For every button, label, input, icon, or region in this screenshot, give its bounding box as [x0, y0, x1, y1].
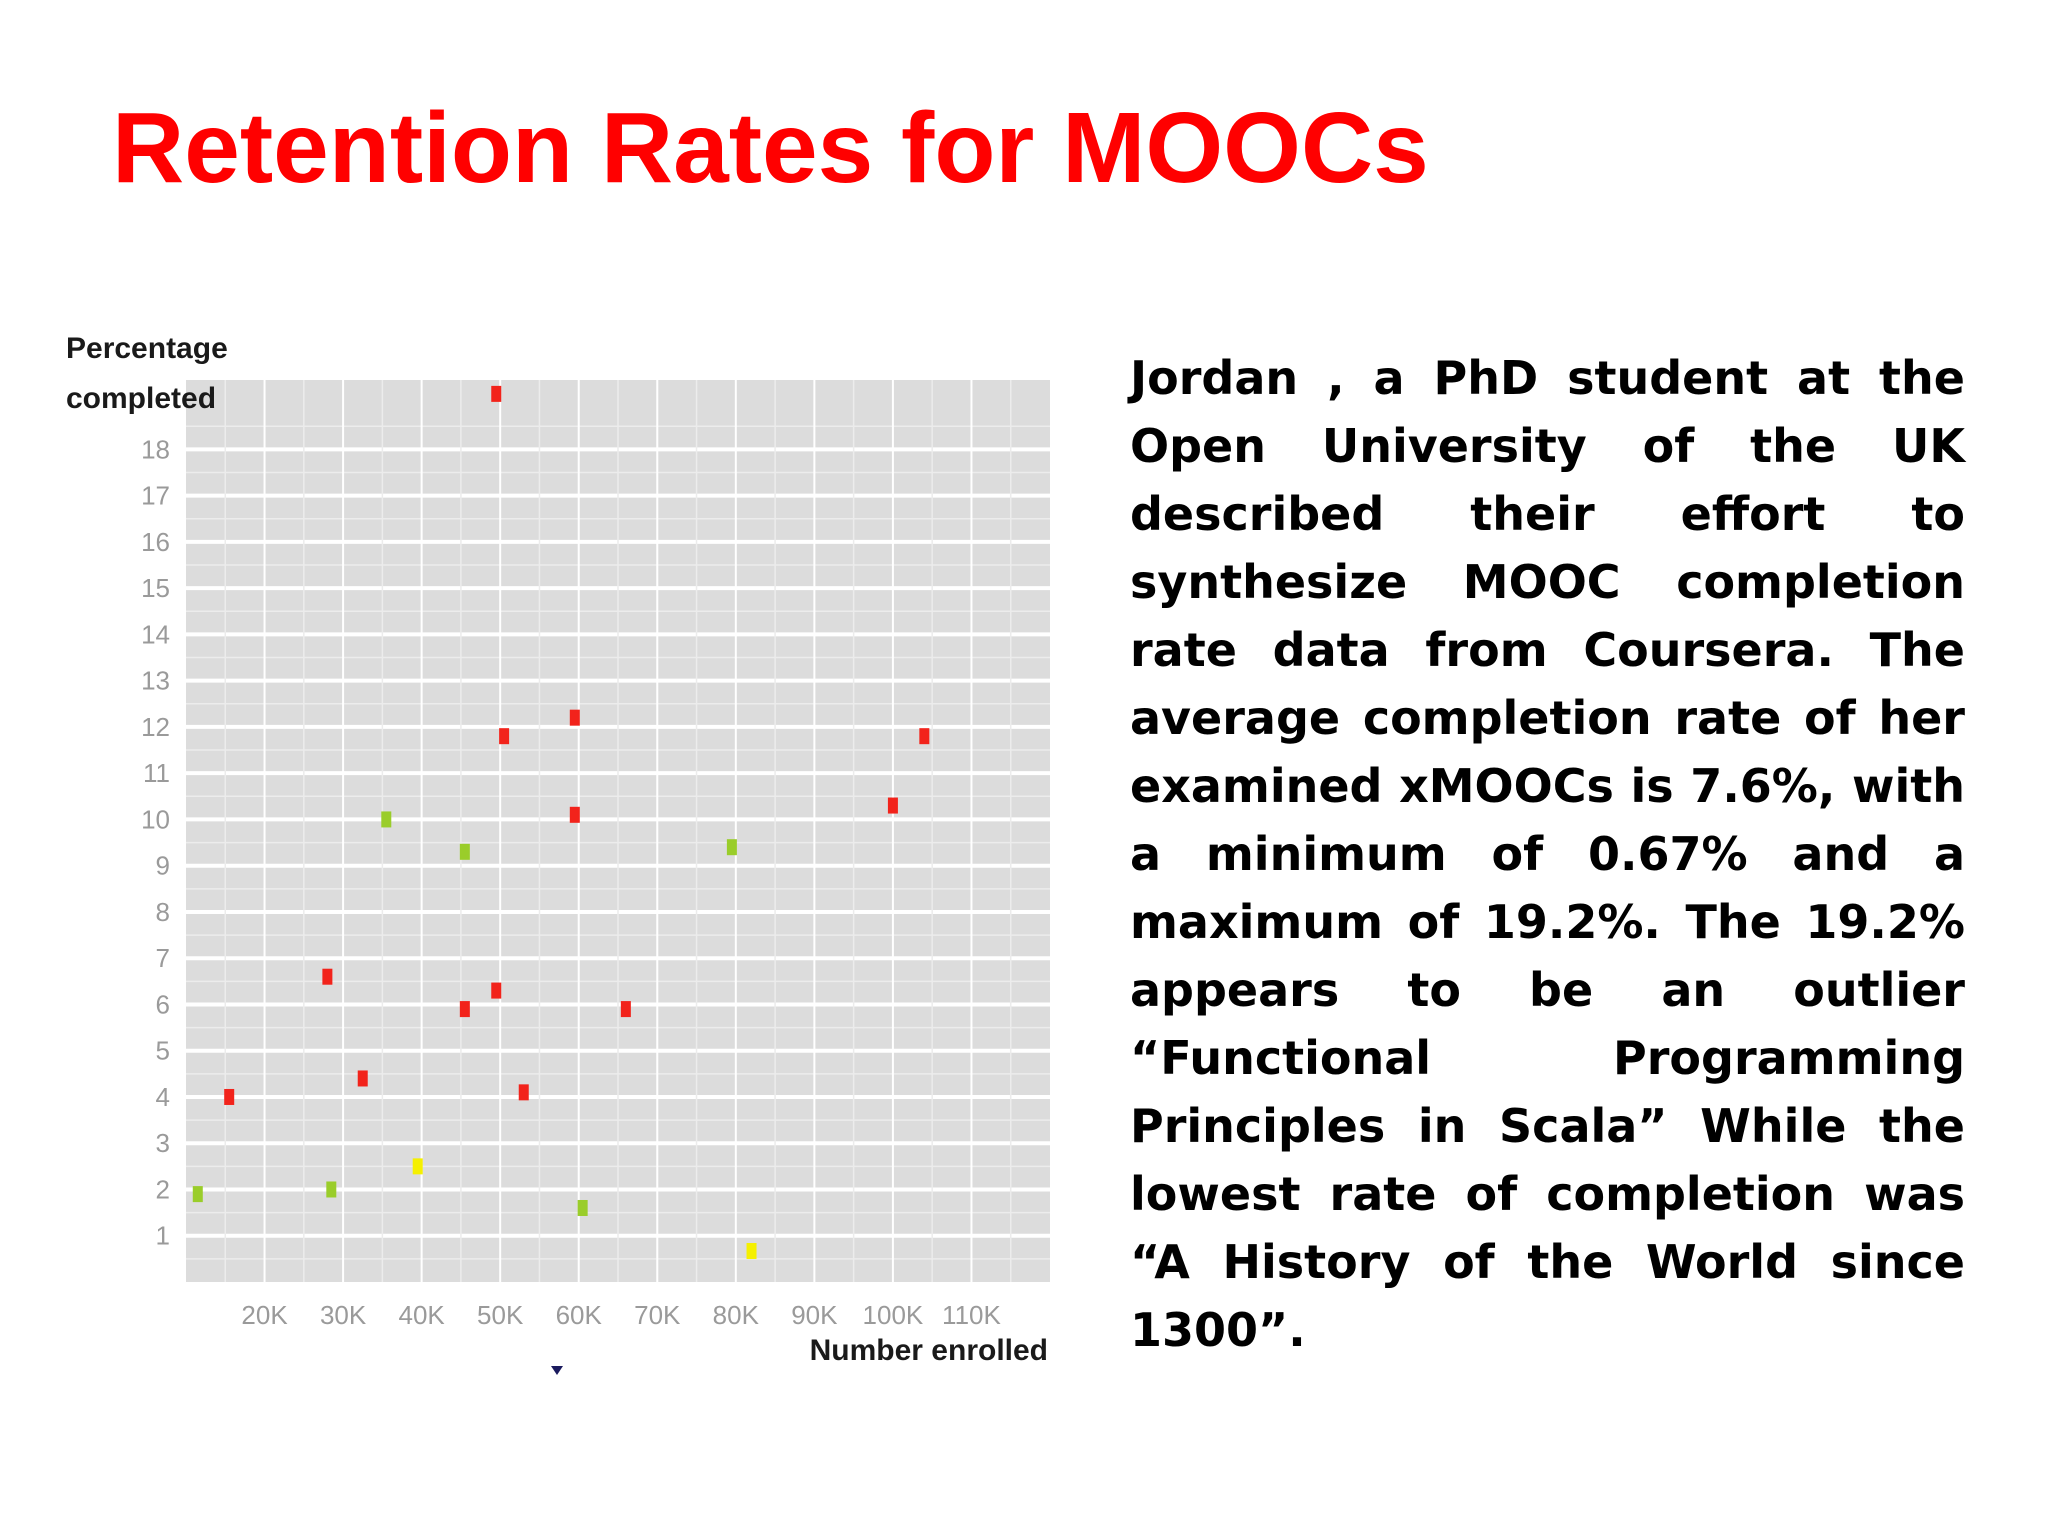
data-point-red: [518, 1084, 529, 1101]
y-tick-label: 15: [141, 573, 170, 603]
y-tick-label: 1: [156, 1221, 170, 1251]
x-tick-label: 80K: [713, 1300, 760, 1330]
data-point-red: [491, 385, 502, 402]
x-tick-label: 90K: [791, 1300, 838, 1330]
slide-body-text: Jordan , a PhD student at the Open Unive…: [1130, 351, 1965, 1357]
x-tick-label: 70K: [634, 1300, 681, 1330]
y-axis-label-line-2: completed: [66, 382, 216, 415]
x-tick-label: 30K: [320, 1300, 367, 1330]
data-point-red: [919, 728, 930, 745]
data-point-green: [459, 843, 470, 860]
data-point-red: [491, 982, 502, 999]
data-point-red: [322, 968, 333, 985]
data-point-red: [224, 1088, 235, 1105]
data-points: [192, 385, 930, 1260]
y-tick-label: 7: [156, 943, 170, 973]
data-point-red: [569, 709, 580, 726]
y-tick-label: 14: [141, 619, 170, 649]
data-point-red: [357, 1070, 368, 1087]
y-tick-label: 6: [156, 989, 170, 1019]
data-point-red: [459, 1001, 470, 1018]
gridlines: [186, 380, 1050, 1282]
x-tick-label: 110K: [942, 1300, 1001, 1330]
y-tick-label: 18: [141, 434, 170, 464]
x-axis-label: Number enrolled: [810, 1334, 1048, 1367]
y-tick-label: 5: [156, 1036, 170, 1066]
y-tick-label: 13: [141, 666, 170, 696]
y-tick-label: 4: [156, 1082, 170, 1112]
data-point-red: [620, 1001, 631, 1018]
y-axis-label-line-1: Percentage: [66, 332, 228, 365]
data-point-green: [326, 1181, 337, 1198]
y-tick-label: 11: [143, 758, 170, 788]
y-axis-label: Percentage completed: [66, 332, 228, 415]
x-tick-label: 60K: [556, 1300, 603, 1330]
data-point-red: [499, 728, 510, 745]
x-tick-label: 100K: [863, 1300, 924, 1330]
data-point-red: [569, 806, 580, 823]
data-point-yellow: [412, 1158, 423, 1175]
y-tick-label: 16: [141, 527, 170, 557]
data-point-green: [726, 839, 737, 856]
data-point-green: [577, 1199, 588, 1216]
y-tick-label: 17: [141, 481, 170, 511]
x-tick-label: 50K: [477, 1300, 524, 1330]
completion-scatter-chart: 1 2 3 4 5 6 7 8 9 10 11 12 13 14 15 16 17 18 20K 30K 40K 50K…: [60, 300, 1060, 1410]
y-tick-label: 2: [156, 1174, 170, 1204]
slide-title: Retention Rates for MOOCs: [112, 92, 1429, 204]
y-tick-label: 10: [141, 804, 170, 834]
data-point-red: [887, 797, 898, 814]
y-tick-label: 9: [156, 851, 170, 881]
data-point-green: [192, 1186, 203, 1203]
data-point-yellow: [746, 1243, 757, 1260]
y-tick-label: 8: [156, 897, 170, 927]
data-point-green: [381, 811, 392, 828]
y-tick-label: 3: [156, 1128, 170, 1158]
y-tick-label: 12: [141, 712, 170, 742]
dropdown-arrow-icon: [551, 1366, 563, 1375]
x-tick-label: 20K: [241, 1300, 288, 1330]
x-tick-label: 40K: [399, 1300, 446, 1330]
x-axis-ticks: 20K 30K 40K 50K 60K 70K 80K 90K 100K 110K: [241, 1300, 1001, 1330]
